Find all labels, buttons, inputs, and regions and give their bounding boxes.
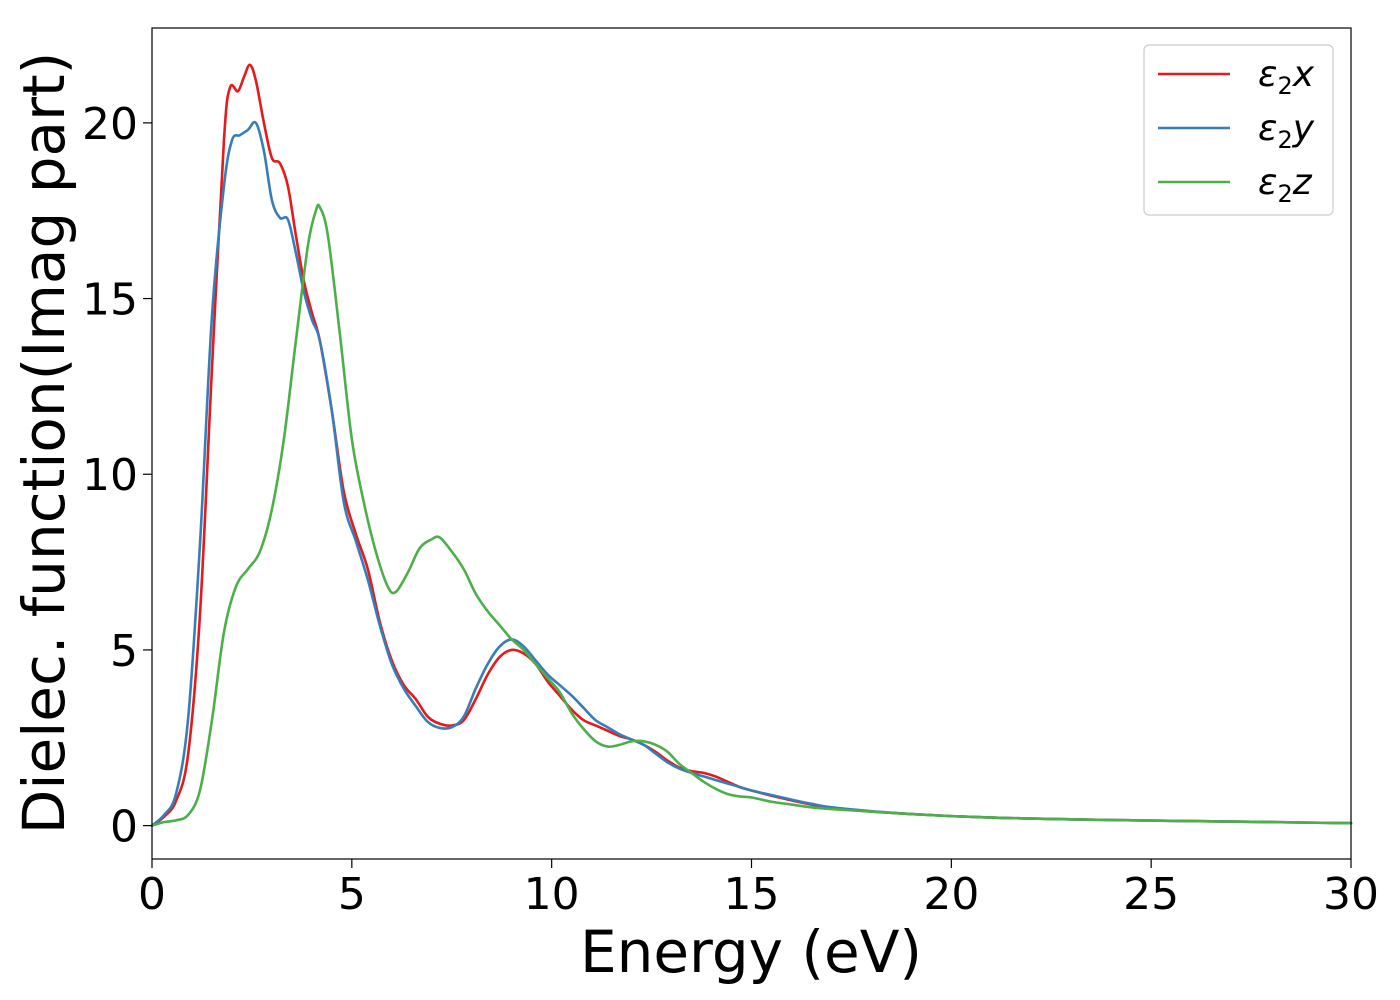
y-tick-label: 5	[110, 626, 138, 677]
y-axis-ticks: 0 5 10 15 20	[82, 99, 152, 853]
y-tick-label: 15	[82, 275, 138, 326]
legend: ε2x ε2y ε2z	[1143, 44, 1334, 216]
series-layer	[150, 63, 1353, 827]
x-tick-label: 10	[524, 869, 580, 920]
x-tick-label: 30	[1323, 869, 1379, 920]
legend-label-z: ε2z	[1258, 162, 1313, 208]
series-line-y	[150, 120, 1353, 827]
x-tick-label: 15	[724, 869, 780, 920]
x-axis-ticks: 0 5 10 15 20 25 30	[138, 859, 1379, 920]
legend-label-y: ε2y	[1258, 108, 1315, 154]
y-tick-label: 20	[82, 99, 138, 150]
legend-box	[1143, 44, 1334, 216]
x-tick-label: 20	[923, 869, 979, 920]
x-axis-title: Energy (eV)	[580, 918, 922, 986]
legend-label-x: ε2x	[1258, 54, 1315, 100]
y-tick-label: 0	[110, 802, 138, 853]
x-tick-label: 25	[1123, 869, 1179, 920]
y-axis-title: Dielec. function(Imag part)	[10, 52, 78, 835]
series-line-z	[150, 203, 1353, 827]
x-tick-label: 0	[138, 869, 166, 920]
y-tick-label: 10	[82, 450, 138, 501]
x-tick-label: 5	[338, 869, 366, 920]
